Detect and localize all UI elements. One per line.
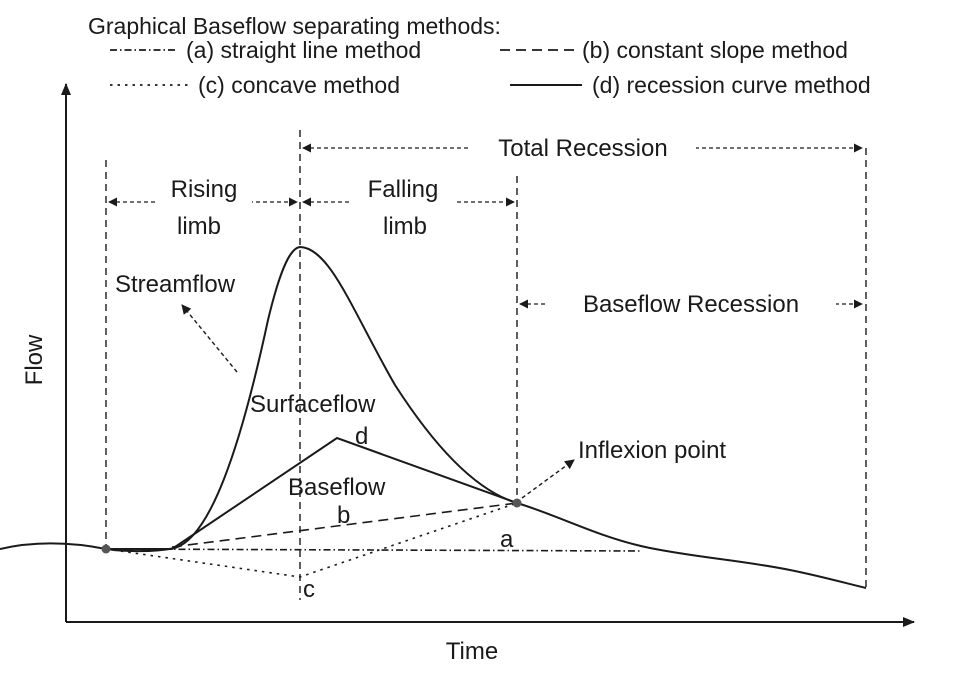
- start-point: [101, 544, 111, 554]
- streamflow-label: Streamflow: [115, 271, 236, 298]
- axes: Time Flow: [21, 83, 915, 665]
- baseflow-recession-label: Baseflow Recession: [583, 291, 799, 318]
- legend-label-b: (b) constant slope method: [582, 37, 848, 63]
- concave-line-c: [105, 502, 518, 578]
- inflexion-point-label: Inflexion point: [578, 437, 726, 464]
- label-a: a: [500, 526, 514, 553]
- total-recession-label: Total Recession: [498, 135, 667, 162]
- surfaceflow-label: Surfaceflow: [250, 391, 376, 418]
- curve-labels: Streamflow Surfaceflow d Baseflow b a c …: [115, 271, 726, 603]
- falling-limb-label-1: Falling: [368, 176, 439, 203]
- rising-limb-label-1: Rising: [171, 176, 238, 203]
- guide-lines: [105, 130, 867, 600]
- legend: Graphical Baseflow separating methods: (…: [88, 13, 871, 98]
- streamflow-curve: [0, 245, 867, 589]
- legend-label-a: (a) straight line method: [186, 37, 421, 63]
- rising-limb-label-2: limb: [177, 213, 221, 240]
- streamflow-pointer-arrow: [181, 304, 238, 373]
- label-c: c: [303, 576, 315, 603]
- label-b: b: [337, 502, 350, 529]
- straight-line-a: [105, 548, 641, 552]
- y-axis-label: Flow: [21, 334, 48, 385]
- inflexion-pointer-arrow: [521, 459, 575, 499]
- span-arrows: Total Recession Rising limb Falling limb…: [108, 132, 863, 318]
- x-axis-label: Time: [446, 638, 498, 665]
- falling-limb-label-2: limb: [383, 213, 427, 240]
- legend-heading: Graphical Baseflow separating methods:: [88, 13, 501, 39]
- label-d: d: [355, 423, 368, 450]
- constant-slope-line-b: [171, 502, 518, 548]
- legend-label-d: (d) recession curve method: [592, 72, 871, 98]
- inflexion-point-marker: [512, 498, 522, 508]
- legend-label-c: (c) concave method: [198, 72, 400, 98]
- baseflow-label: Baseflow: [288, 474, 386, 501]
